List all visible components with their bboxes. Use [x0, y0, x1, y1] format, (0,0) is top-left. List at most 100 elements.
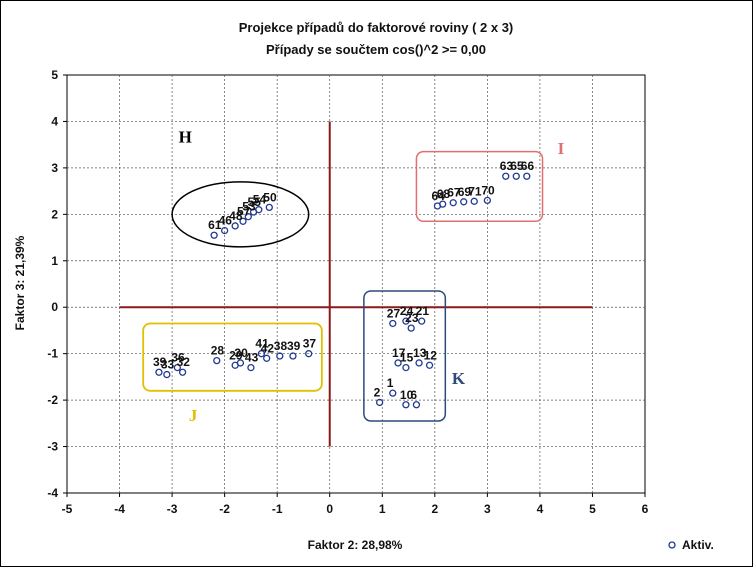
legend-label: Aktiv.: [682, 538, 714, 552]
data-point: [523, 172, 531, 180]
y-tick-label: 1: [51, 254, 58, 268]
point-label: 10: [400, 388, 414, 402]
group-label-k: K: [452, 369, 466, 388]
x-tick-label: 0: [326, 502, 333, 516]
point-label: 28: [211, 344, 225, 358]
point-label: 41: [255, 337, 269, 351]
point-label: 69: [458, 185, 472, 199]
data-point: [255, 206, 263, 214]
data-point: [276, 352, 284, 360]
x-axis-label: Faktor 2: 28,98%: [308, 538, 403, 552]
point-label: 48: [229, 209, 243, 223]
point-label: 39: [153, 355, 167, 369]
data-point: [265, 203, 273, 212]
point-label: 17: [392, 346, 406, 360]
point-label: 29: [229, 348, 243, 362]
x-tick-label: 6: [642, 502, 649, 516]
point-label: 13: [413, 346, 427, 360]
data-point: [375, 398, 384, 407]
data-point: [415, 359, 423, 367]
data-point: [402, 401, 410, 409]
y-axis-ticks: -4 -3 -2 -1 0 1 2 3 4 5: [47, 68, 67, 500]
point-label: 23: [405, 311, 419, 325]
point-label: 68: [437, 187, 451, 201]
point-label: 70: [481, 183, 495, 197]
zero-lines: [119, 121, 593, 447]
group-i-outline: [415, 150, 544, 223]
group-labels: H I J K: [179, 127, 565, 425]
x-tick-label: -3: [167, 502, 178, 516]
data-point: [483, 196, 492, 205]
point-label: 6: [410, 388, 417, 402]
point-label: 63: [500, 159, 514, 173]
point-label: 38: [274, 339, 288, 353]
data-point: [402, 363, 410, 372]
point-label: 61: [208, 218, 222, 232]
y-tick-label: -2: [47, 393, 58, 407]
data-point: [439, 200, 447, 208]
point-label: 15: [400, 351, 414, 365]
y-tick-label: 4: [51, 114, 58, 128]
point-label: 24: [400, 304, 414, 318]
point-label: 42: [261, 341, 275, 355]
y-tick-label: -4: [47, 486, 58, 500]
x-tick-label: 2: [431, 502, 438, 516]
point-label: 30: [234, 346, 248, 360]
y-axis-label: Faktor 3: 21,39%: [13, 235, 27, 330]
point-label: 27: [387, 306, 401, 320]
point-label: 66: [521, 159, 535, 173]
data-point: [163, 370, 171, 379]
data-point: [305, 350, 313, 358]
point-label: 46: [219, 214, 233, 228]
y-tick-label: 3: [51, 161, 58, 175]
legend: Aktiv.: [668, 538, 714, 552]
data-point: [402, 317, 410, 325]
x-tick-label: 4: [537, 502, 544, 516]
group-h-outline: [171, 181, 310, 248]
data-point: [407, 324, 415, 332]
data-point: [247, 363, 255, 372]
point-label: 53: [242, 200, 256, 214]
data-point: [460, 198, 468, 206]
data-point: [289, 352, 297, 360]
point-label: 32: [177, 355, 191, 369]
data-point: [257, 350, 266, 358]
data-point: [155, 368, 163, 376]
group-label-i: I: [558, 139, 565, 158]
point-label: 67: [447, 186, 461, 200]
x-tick-label: -4: [114, 502, 125, 516]
data-point: [418, 317, 426, 325]
point-label: 55: [248, 195, 262, 209]
point-label: 54: [253, 193, 267, 207]
point-label: 43: [245, 351, 259, 365]
x-axis-ticks: -5 -4 -3 -2 -1 0 1 2 3 4 5 6: [62, 493, 649, 516]
point-label: 12: [424, 348, 438, 362]
data-point: [210, 231, 218, 239]
y-tick-label: 5: [51, 68, 58, 82]
point-label: 1: [387, 376, 394, 390]
x-tick-label: 1: [379, 502, 386, 516]
plot-border: [66, 74, 646, 494]
grid: [67, 75, 645, 493]
data-point: [178, 368, 187, 376]
point-label: 57: [237, 204, 251, 218]
chart-title-line1: Projekce případů do faktorové roviny ( 2…: [239, 20, 514, 35]
plot-area: [66, 74, 646, 494]
data-point: [512, 172, 520, 180]
data-point: [220, 226, 229, 235]
x-tick-label: -2: [219, 502, 230, 516]
data-point: [244, 213, 252, 221]
data-point: [239, 217, 247, 225]
data-point: [231, 222, 239, 230]
data-point: [389, 389, 397, 397]
x-tick-label: 5: [589, 502, 596, 516]
point-label: 37: [303, 337, 317, 351]
legend-marker: [668, 541, 676, 549]
point-label: 71: [468, 184, 482, 198]
point-label: 33: [161, 358, 175, 372]
data-point: [502, 172, 510, 180]
x-tick-label: 3: [484, 502, 491, 516]
group-label-j: J: [189, 406, 198, 425]
